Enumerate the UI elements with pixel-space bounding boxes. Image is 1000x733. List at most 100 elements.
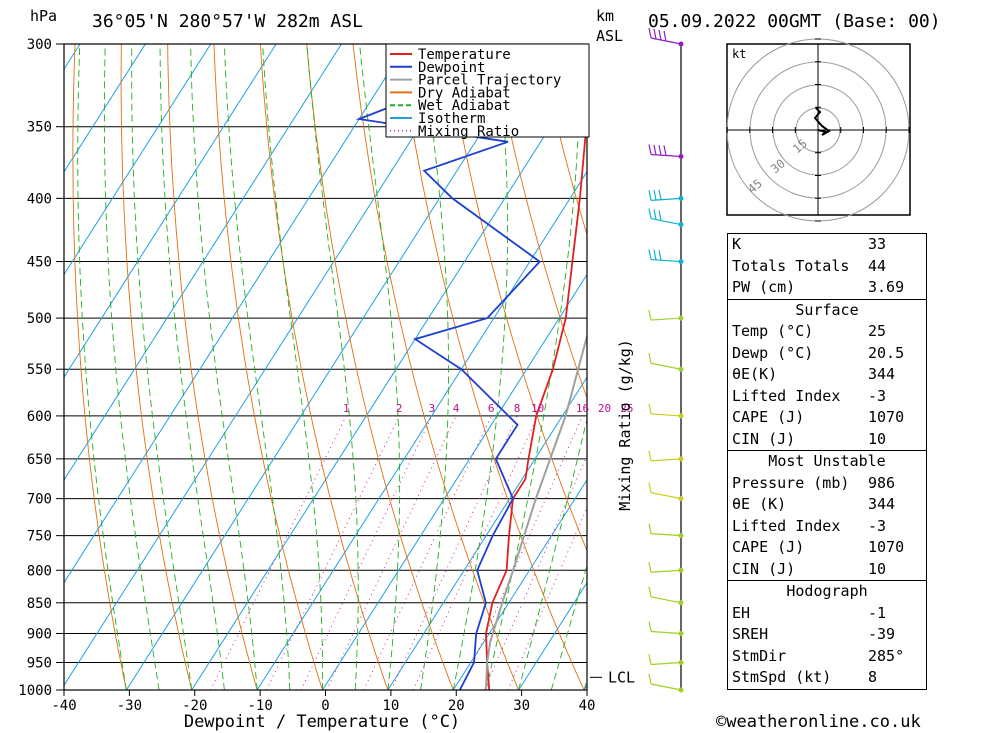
index-row: K 33 [728,234,926,256]
pressure-tick-label: 300 [27,37,52,53]
pressure-tick-label: 900 [27,626,52,642]
location-title: 36°05'N 280°57'W 282m ASL [92,11,363,32]
legend-label: Parcel Trajectory [418,73,561,89]
pressure-tick-label: 450 [27,255,52,271]
index-label: StmSpd (kt) [732,668,832,686]
temperature-tick-label: 30 [513,698,530,714]
isotherm-line [256,170,587,690]
pressure-tick-label: 950 [27,655,52,671]
most-unstable-indices: Most Unstable Pressure (mb) 986 θE (K) 344 L… [727,450,927,581]
isotherm-line [0,44,15,690]
index-row: Lifted Index -3 [728,516,926,538]
mixing-ratio-axis-title: Mixing Ratio (g/kg) [616,339,634,511]
mixing-ratio-label: 6 [488,402,495,415]
index-label: θE (K) [732,495,787,513]
index-row: CIN (J) 10 [728,429,926,451]
index-row: StmSpd (kt) 8 [728,667,926,689]
index-value: 1070 [868,408,905,426]
index-label: StmDir [732,646,787,665]
wet-adiabat-line [190,44,258,690]
wet-adiabat-line [518,417,587,690]
isotherm-line [452,478,587,690]
isotherm-line [64,44,408,584]
wind-barb [648,621,682,635]
pressure-tick-label: 750 [27,529,52,545]
dry-adiabat-line [956,44,1000,690]
index-label: Pressure (mb) [732,473,850,492]
index-label: SREH [732,625,769,643]
wet-adiabat-line [159,44,225,690]
index-row: CAPE (J) 1070 [728,407,926,429]
legend-label: Temperature [418,47,511,63]
index-label: Temp (°C) [732,322,814,340]
index-value: 344 [868,495,896,513]
wind-barb [648,249,682,263]
dry-adiabat-line [72,44,127,690]
index-value: 1070 [868,538,905,556]
index-label: CAPE (J) [732,408,805,426]
mixing-ratio-line [390,415,518,690]
index-value: 44 [868,256,887,275]
mixing-ratio-labels: 1 2 3 4 6 8 10 16 20 25 [343,402,634,415]
background-lines [0,44,1000,690]
mixing-ratio-line [210,415,347,690]
most-unstable-title: Most Unstable [768,452,886,470]
dry-adiabat-line [491,44,587,400]
index-row: StmDir 285° [728,646,926,668]
x-axis-title: Dewpoint / Temperature (°C) [184,712,460,732]
index-value: -1 [868,603,887,622]
mixing-ratio-line [412,415,539,690]
pressure-unit-label: hPa [30,7,57,25]
mixing-ratio-label: 4 [453,402,460,415]
legend-label: Wet Adiabat [418,98,511,114]
index-row: CAPE (J) 1070 [728,537,926,559]
index-row: θE (K) 344 [728,494,926,516]
isotherm-line [191,68,587,690]
index-row: Totals Totals 44 [728,256,926,278]
index-value: -39 [868,625,896,643]
mixing-ratio-label: 3 [429,402,436,415]
dry-adiabat-line [352,44,520,690]
mixing-ratio-label: 10 [531,402,544,415]
temperature-tick-label: -30 [117,698,142,714]
wind-barb [648,523,682,537]
wet-adiabat-line [359,44,401,690]
temperature-line [485,119,587,690]
isotherm-line [64,44,212,276]
pressure-tick-label: 550 [27,362,52,378]
pressure-tick-label: 1000 [18,683,52,699]
index-row: SREH -39 [728,624,926,646]
index-row: Lifted Index -3 [728,386,926,408]
index-label: Totals Totals [732,256,850,275]
mixing-ratio-label: 25 [620,402,633,415]
wind-profile [648,27,684,693]
index-label: CAPE (J) [732,538,805,556]
surface-title: Surface [795,300,859,319]
legend-label: Dewpoint [418,60,485,76]
index-value: 10 [868,559,887,578]
wet-adiabat-line [452,44,509,690]
index-value: 3.69 [868,278,905,296]
index-label: Dewp (°C) [732,343,814,362]
pressure-tick-label: 800 [27,563,52,579]
dry-adiabat-line [537,44,587,237]
dry-adiabat-line [120,44,193,690]
index-value: -3 [868,516,887,535]
temperature-tick-label: 20 [448,698,465,714]
temperature-tick-label: 0 [321,698,329,714]
parcel-trajectory-line [484,332,587,690]
index-value: 10 [868,429,887,448]
wet-adiabat-line [262,44,324,690]
index-label: K [732,235,742,253]
wind-barb [648,309,682,321]
dry-adiabat-line [445,44,587,552]
pressure-tick-label: 850 [27,596,52,612]
wet-adiabat-line [550,563,587,690]
index-label: CIN (J) [732,559,796,578]
mixing-ratio-label: 8 [514,402,521,415]
temperature-tick-label: -40 [51,698,76,714]
index-value: 344 [868,365,896,383]
isotherm-line [64,44,146,173]
wind-barb [648,673,682,691]
